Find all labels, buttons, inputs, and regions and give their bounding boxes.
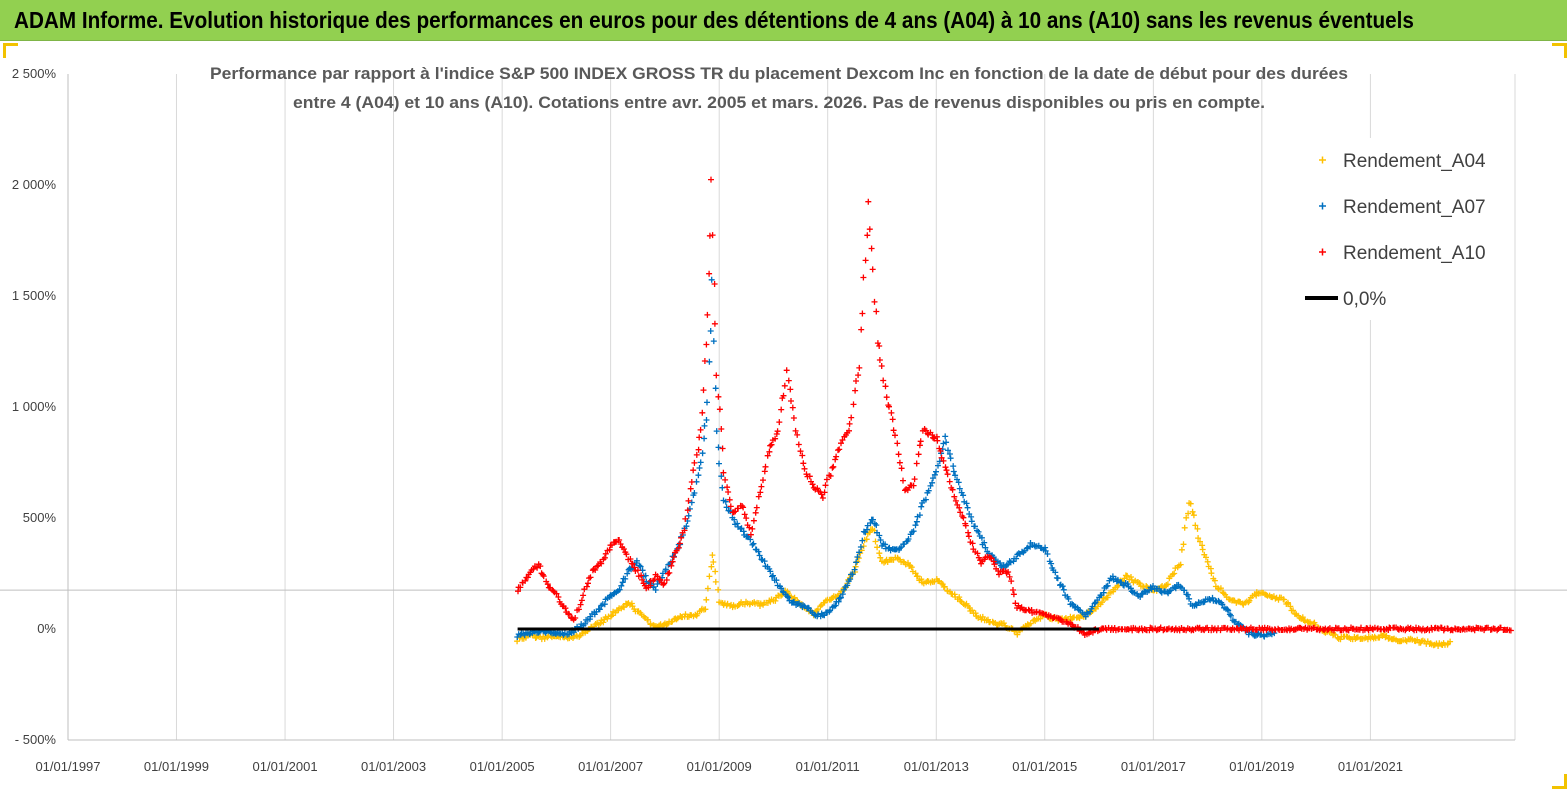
legend: Rendement_A04 Rendement_A07 Rendement_A10 0… [1280, 138, 1514, 320]
x-tick-label: 01/01/2019 [1229, 759, 1294, 774]
x-axis-labels: 01/01/1997 01/01/1999 01/01/2001 01/01/2003… [35, 759, 1403, 774]
y-tick-label: 2 500% [12, 66, 57, 81]
x-tick-label: 01/01/2007 [578, 759, 643, 774]
legend-plus-symbol [1319, 202, 1326, 210]
data-markers [514, 500, 1454, 649]
x-tick-label: 01/01/1997 [35, 759, 100, 774]
chart-title: Performance par rapport à l'indice S&P 5… [210, 64, 1348, 112]
legend-label: Rendement_A07 [1343, 197, 1486, 218]
x-tick-label: 01/01/2003 [361, 759, 426, 774]
y-tick-label: 500% [23, 510, 57, 525]
y-tick-label: 1 000% [12, 399, 57, 414]
header-banner: ADAM Informe. Evolution historique des p… [0, 0, 1567, 41]
data-markers [514, 276, 1278, 640]
x-tick-label: 01/01/1999 [144, 759, 209, 774]
page-title: ADAM Informe. Evolution historique des p… [14, 7, 1414, 33]
corner-marker [3, 43, 18, 58]
x-tick-label: 01/01/2011 [796, 759, 860, 774]
x-tick-label: 01/01/2017 [1121, 759, 1186, 774]
x-tick-label: 01/01/2015 [1012, 759, 1077, 774]
legend-box [1280, 138, 1514, 320]
y-tick-label: - 500% [15, 732, 57, 747]
corner-marker [1552, 43, 1567, 58]
series-rendement-a10 [515, 176, 1514, 638]
x-tick-label: 01/01/2009 [687, 759, 752, 774]
legend-plus-symbol [1319, 156, 1326, 164]
series-rendement-a07 [514, 276, 1278, 640]
y-tick-label: 2 000% [12, 177, 57, 192]
x-tick-label: 01/01/2005 [470, 759, 535, 774]
legend-label: Rendement_A10 [1343, 243, 1486, 264]
x-tick-label: 01/01/2001 [253, 759, 318, 774]
corner-marker [1552, 774, 1567, 789]
y-tick-label: 0% [37, 621, 56, 636]
data-markers [515, 176, 1514, 638]
y-axis-labels: 2 500% 2 000% 1 500% 1 000% 500% 0% - 500% [12, 66, 57, 747]
series-rendement-a04 [514, 500, 1454, 649]
x-tick-label: 01/01/2013 [904, 759, 969, 774]
chart-title-line2: entre 4 (A04) et 10 ans (A10). Cotations… [293, 93, 1265, 112]
chart-title-line1: Performance par rapport à l'indice S&P 5… [210, 64, 1348, 83]
x-tick-label: 01/01/2021 [1338, 759, 1403, 774]
legend-label: Rendement_A04 [1343, 151, 1486, 172]
legend-plus-symbol [1319, 248, 1326, 256]
legend-label: 0,0% [1343, 289, 1386, 310]
y-tick-label: 1 500% [12, 288, 57, 303]
